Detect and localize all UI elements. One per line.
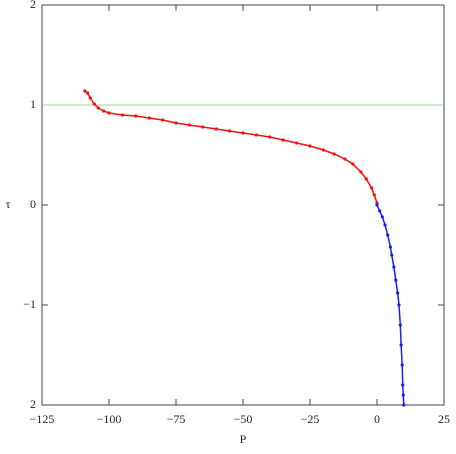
x-tick-label: −100 bbox=[97, 412, 122, 426]
x-tick-label: 25 bbox=[438, 412, 450, 426]
series-point bbox=[187, 123, 191, 127]
series-point bbox=[392, 265, 396, 269]
series-point bbox=[401, 383, 405, 387]
y-axis-label: τ bbox=[6, 197, 11, 211]
x-tick-label: −125 bbox=[30, 412, 55, 426]
series-point bbox=[83, 89, 87, 93]
series-point bbox=[228, 129, 232, 133]
series-point bbox=[268, 135, 272, 139]
series-point bbox=[396, 291, 400, 295]
series-point bbox=[321, 148, 325, 152]
series-point bbox=[399, 343, 403, 347]
series-point bbox=[398, 323, 402, 327]
x-tick-label: −25 bbox=[301, 412, 320, 426]
series-point bbox=[254, 133, 258, 137]
series-point bbox=[295, 141, 299, 145]
series-point bbox=[174, 121, 178, 125]
series-point bbox=[375, 203, 379, 207]
series-point bbox=[351, 162, 355, 166]
series-point bbox=[388, 245, 392, 249]
series-point bbox=[390, 253, 394, 257]
series-point bbox=[364, 177, 368, 181]
series-point bbox=[241, 131, 245, 135]
series-point bbox=[308, 144, 312, 148]
series-point bbox=[332, 152, 336, 156]
series-point bbox=[359, 170, 363, 174]
series-point bbox=[397, 303, 401, 307]
series-point bbox=[134, 114, 138, 118]
y-tick-label: 2 bbox=[30, 0, 36, 11]
series-point bbox=[88, 96, 92, 100]
y-tick-label: 1 bbox=[30, 97, 36, 111]
series-line bbox=[84, 90, 378, 204]
x-axis-label: P bbox=[240, 432, 247, 446]
series-point bbox=[370, 186, 374, 190]
x-tick-label: −75 bbox=[167, 412, 186, 426]
series-point bbox=[147, 116, 151, 120]
series-point bbox=[380, 215, 384, 219]
series-point bbox=[343, 157, 347, 161]
series-point bbox=[400, 363, 404, 367]
series-point bbox=[383, 223, 387, 227]
series-point bbox=[372, 193, 376, 197]
series-point bbox=[161, 118, 165, 122]
x-tick-label: 0 bbox=[374, 412, 380, 426]
series-point bbox=[201, 125, 205, 129]
plot-frame bbox=[41, 4, 445, 406]
y-tick-label: −1 bbox=[23, 297, 36, 311]
series-point bbox=[378, 209, 382, 213]
series-point bbox=[394, 278, 398, 282]
series-point bbox=[281, 138, 285, 142]
series-point bbox=[402, 403, 406, 407]
x-tick-label: −50 bbox=[234, 412, 253, 426]
series-point bbox=[102, 109, 106, 113]
series-point bbox=[120, 113, 124, 117]
series-point bbox=[214, 127, 218, 131]
series-point bbox=[107, 111, 111, 115]
series-point bbox=[386, 233, 390, 237]
y-tick-label: 2 bbox=[30, 397, 36, 411]
series-point bbox=[96, 106, 100, 110]
series-point bbox=[85, 91, 90, 95]
series-point bbox=[401, 393, 405, 397]
series-point bbox=[92, 102, 96, 106]
y-tick-label: 0 bbox=[30, 197, 36, 211]
